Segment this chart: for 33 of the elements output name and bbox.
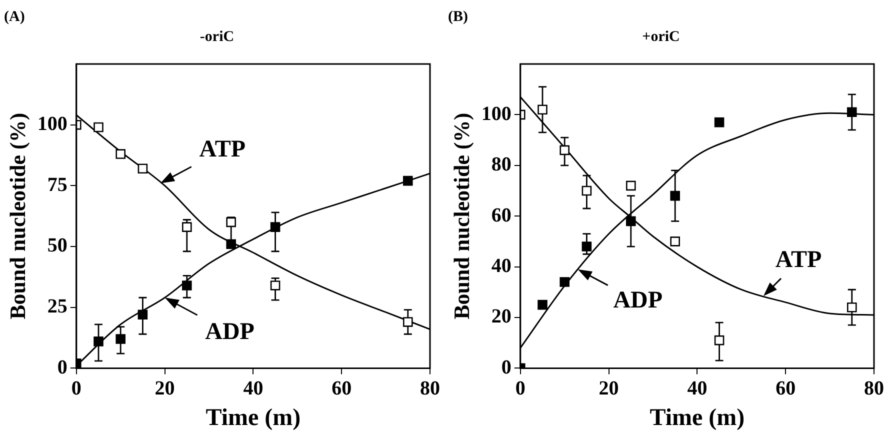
y-tick-label: 100	[37, 113, 68, 136]
x-tick-label: 20	[154, 377, 175, 400]
y-axis-title: Bound nucleotide (%)	[4, 112, 30, 320]
y-tick-label: 100	[481, 102, 512, 125]
x-tick-label: 40	[243, 377, 264, 400]
x-tick-label: 20	[598, 377, 619, 400]
y-tick-label: 75	[47, 174, 68, 196]
y-tick-label: 25	[47, 296, 68, 318]
y-tick-label: 50	[47, 234, 68, 257]
x-axis-title: Time (m)	[206, 404, 301, 431]
annotation: ATP	[199, 136, 246, 162]
x-tick-label: 0	[515, 377, 526, 400]
y-tick-label: 0	[57, 356, 68, 378]
x-tick-label: 80	[864, 377, 884, 400]
y-tick-label: 40	[491, 254, 512, 277]
chart-subtitle: +oriC	[642, 28, 680, 45]
chart-title: (A)	[4, 8, 25, 25]
y-axis-title: Bound nucleotide (%)	[448, 112, 474, 320]
y-tick-label: 20	[491, 306, 512, 328]
y-tick-label: 80	[491, 154, 512, 176]
chart-title: (B)	[448, 8, 468, 25]
x-axis-title: Time (m)	[650, 404, 745, 431]
y-tick-label: 0	[501, 356, 512, 378]
x-tick-label: 80	[420, 377, 440, 400]
annotation: ATP	[775, 247, 822, 274]
annotation: ADP	[613, 288, 663, 314]
chart-subtitle: -oriC	[200, 28, 234, 45]
x-tick-label: 60	[776, 377, 796, 400]
annotation: ADP	[205, 318, 254, 345]
x-tick-label: 60	[332, 377, 352, 400]
y-tick-label: 60	[491, 204, 512, 226]
x-tick-label: 0	[71, 377, 82, 400]
x-tick-label: 40	[687, 377, 708, 400]
